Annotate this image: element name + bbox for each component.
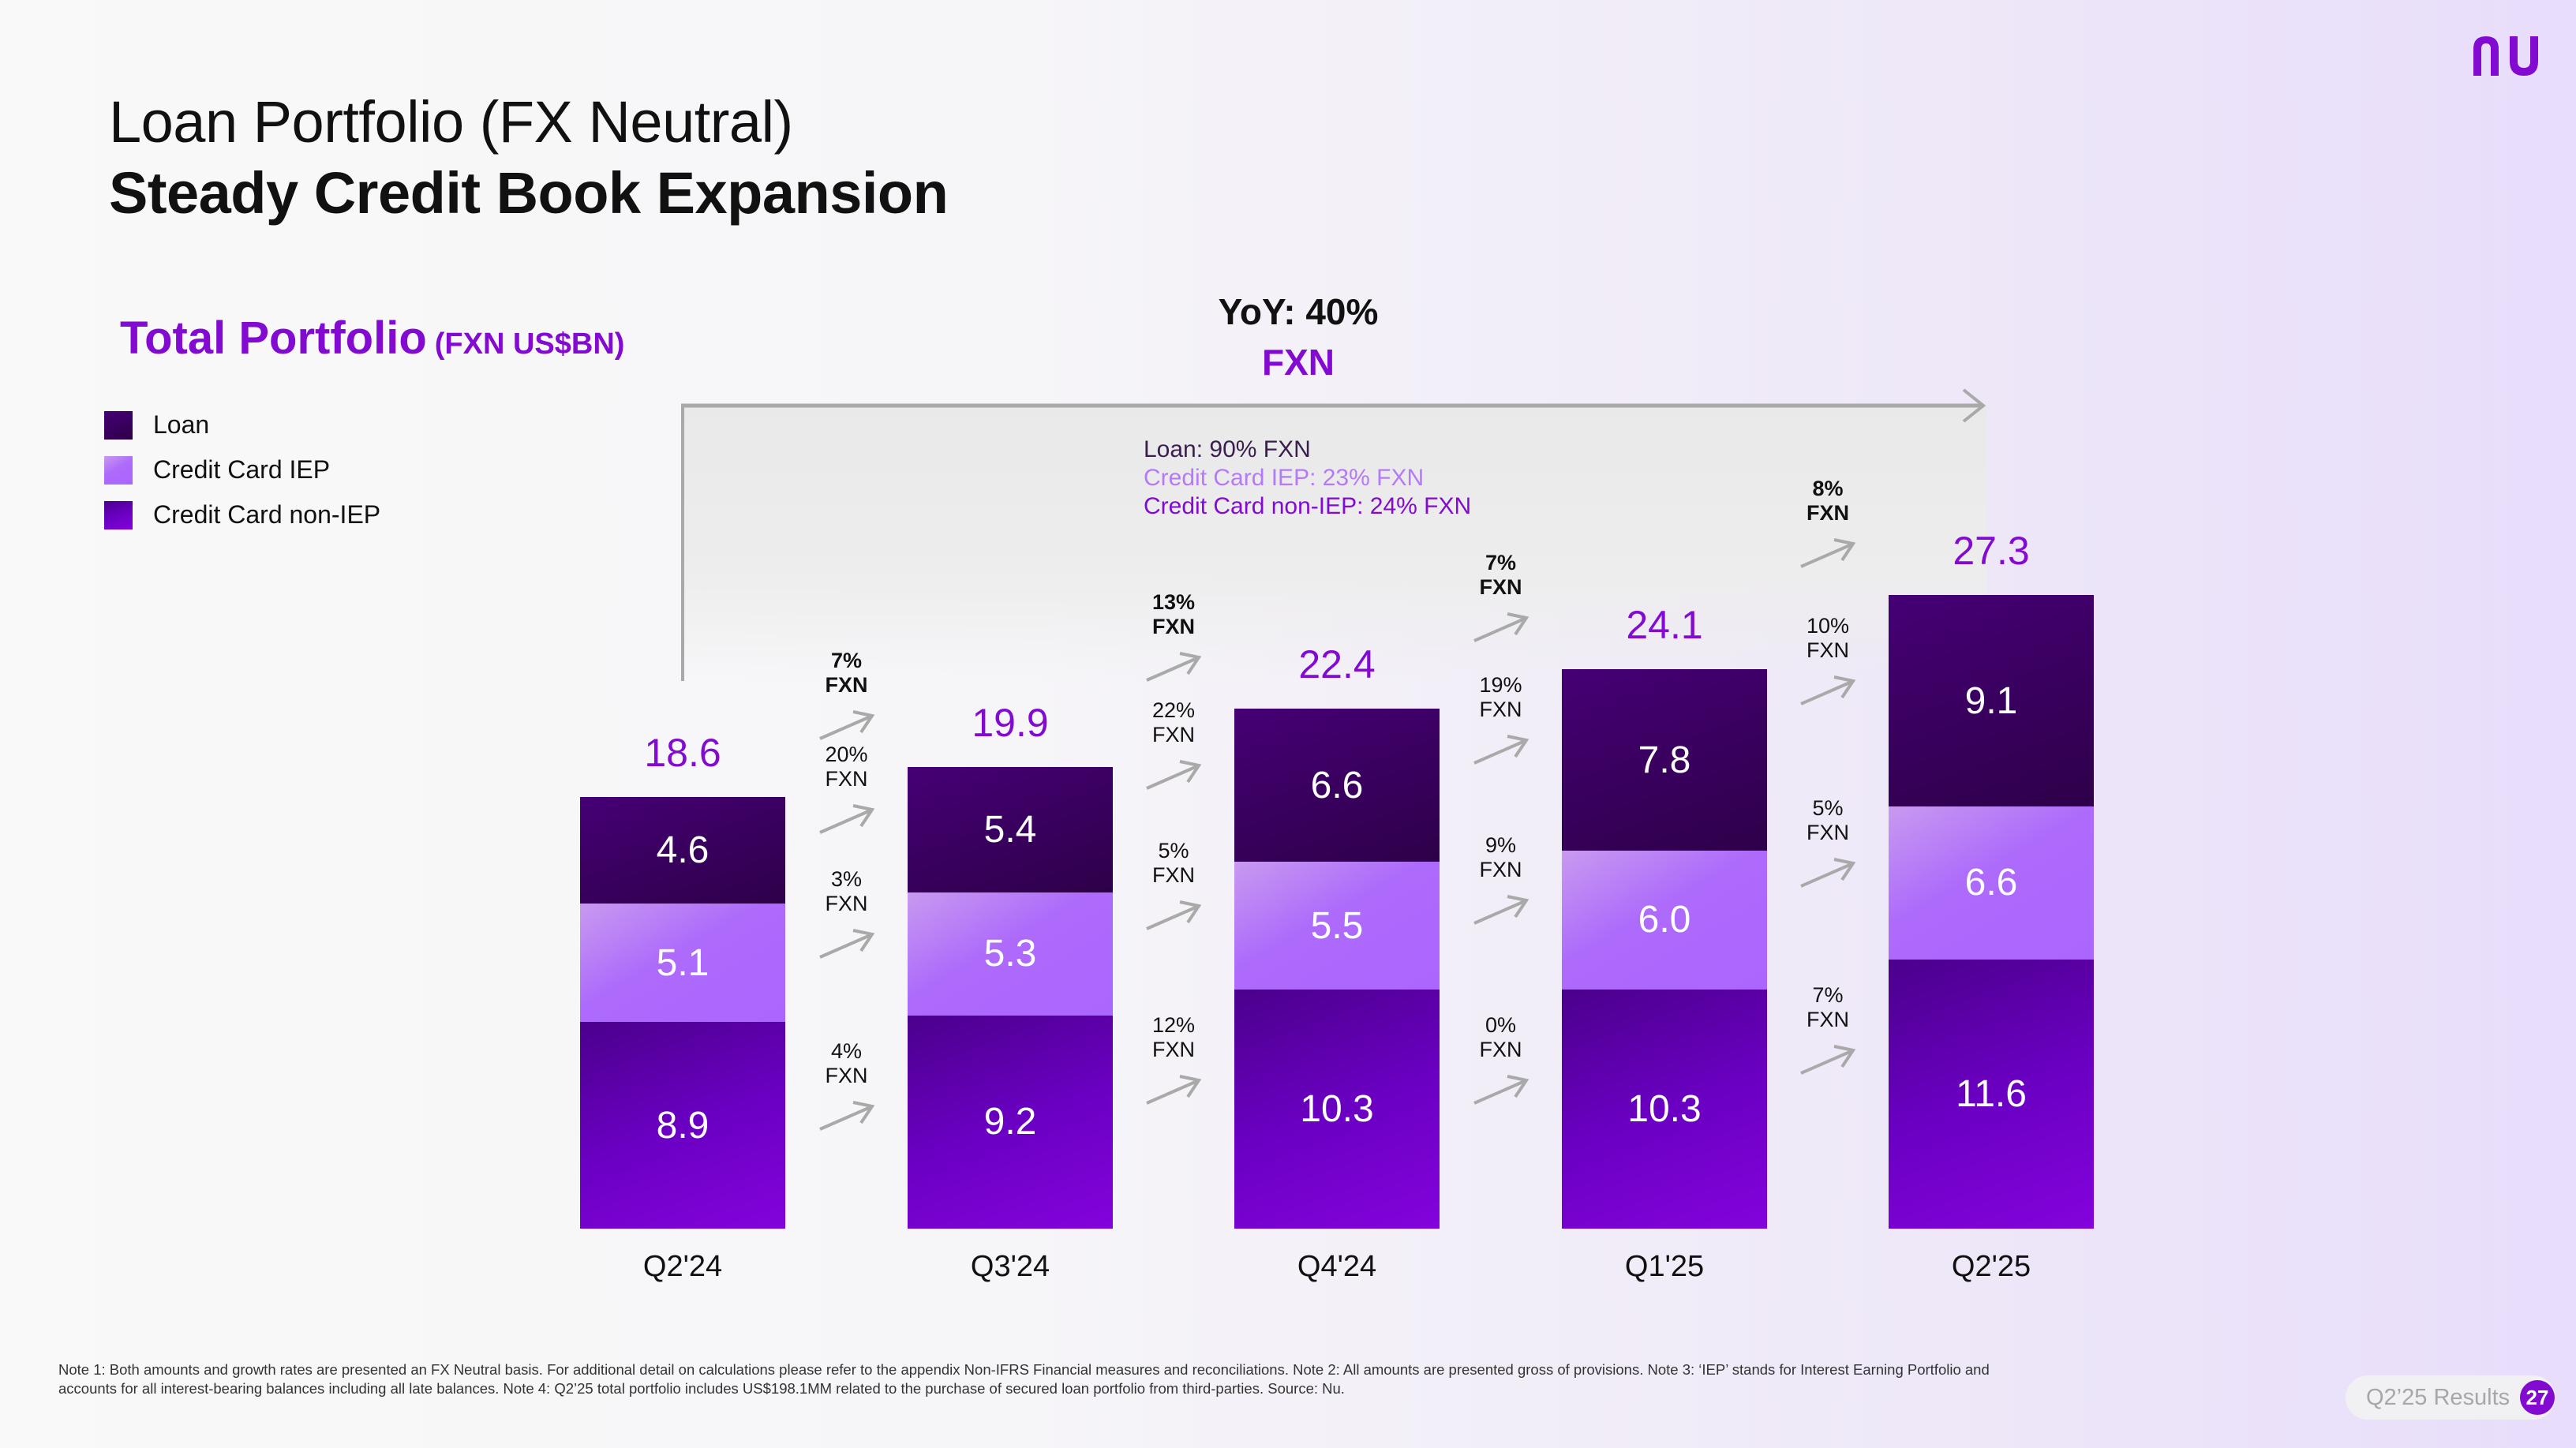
yoy-bracket-box (681, 405, 1986, 681)
growth-arrow-icon (1796, 671, 1859, 710)
bar-segment-credit-card-iep: 5.1 (580, 904, 785, 1023)
bar-segment-credit-card-iep: 5.5 (1234, 862, 1440, 990)
yoy-growth-callout: YoY: 40% FXN (1144, 290, 1452, 384)
growth-label-iep: 5% FXN (1807, 795, 1849, 844)
growth-label-loan: 19% FXN (1479, 673, 1522, 722)
chart-title-main: Total Portfolio (120, 312, 427, 364)
footnotes: Note 1: Both amounts and growth rates ar… (58, 1360, 2268, 1398)
bar-segment-loan: 4.6 (580, 797, 785, 904)
growth-label-loan: 20% FXN (825, 743, 868, 791)
yoy-growth-basis: FXN (1262, 342, 1335, 383)
growth-arrow-icon (1142, 1070, 1205, 1109)
growth-label-noniep: 0% FXN (1479, 1013, 1522, 1062)
legend-swatch-credit-card-non-iep (104, 500, 133, 529)
footnote-line: Note 1: Both amounts and growth rates ar… (58, 1361, 1990, 1378)
slide-subtitle: Steady Credit Book Expansion (109, 160, 949, 226)
growth-label-iep: 5% FXN (1152, 839, 1195, 888)
yoy-breakdown-credit-card-non-iep: Credit Card non-IEP: 24% FXN (1144, 493, 1472, 519)
slide-title: Loan Portfolio (FX Neutral) (109, 89, 793, 155)
bar-total-label: 27.3 (1953, 529, 2030, 574)
growth-label-noniep: 4% FXN (825, 1038, 868, 1087)
growth-arrow-icon (1470, 1070, 1533, 1109)
legend-item-loan: Loan (104, 402, 380, 447)
growth-arrow-icon (1796, 853, 1859, 892)
growth-label-iep: 3% FXN (825, 866, 868, 915)
bar-segment-credit-card-non-iep: 10.3 (1234, 990, 1440, 1229)
bar-segment-credit-card-non-iep: 10.3 (1562, 990, 1767, 1229)
yoy-breakdown-credit-card-iep: Credit Card IEP: 23% FXN (1144, 465, 1425, 491)
bar-total-label: 22.4 (1298, 642, 1376, 687)
growth-arrow-icon (815, 705, 878, 745)
growth-arrow-icon (815, 799, 878, 839)
bar-total-label: 18.6 (644, 731, 721, 776)
bar-segment-credit-card-iep: 6.0 (1562, 850, 1767, 990)
growth-label-iep: 9% FXN (1479, 833, 1522, 881)
growth-arrow-icon (1470, 890, 1533, 930)
legend-item-credit-card-iep: Credit Card IEP (104, 447, 380, 492)
footnote-line: accounts for all interest-bearing balanc… (58, 1380, 1345, 1397)
growth-label-total: 7% FXN (1479, 551, 1522, 600)
bar-segment-loan: 9.1 (1889, 595, 2094, 806)
results-label: Q2’25 Results (2366, 1385, 2510, 1410)
bar-segment-credit-card-non-iep: 8.9 (580, 1022, 785, 1229)
bar-segment-credit-card-iep: 6.6 (1889, 806, 2094, 960)
legend-swatch-credit-card-iep (104, 455, 133, 485)
chart-title-unit: (FXN US$BN) (434, 327, 625, 361)
chart-legend: Loan Credit Card IEP Credit Card non-IEP (104, 402, 380, 537)
x-axis-label: Q2'25 (1951, 1250, 2031, 1283)
growth-label-noniep: 7% FXN (1807, 982, 1849, 1031)
bar-segment-loan: 5.4 (908, 766, 1113, 892)
growth-arrow-icon (1142, 647, 1205, 687)
x-axis-label: Q3'24 (970, 1250, 1050, 1283)
growth-arrow-icon (1142, 896, 1205, 935)
x-axis-label: Q4'24 (1297, 1250, 1377, 1283)
growth-arrow-icon (1470, 730, 1533, 769)
bar-total-label: 24.1 (1626, 603, 1703, 648)
growth-label-loan: 22% FXN (1151, 698, 1196, 747)
chart-title: Total Portfolio (FXN US$BN) (120, 312, 624, 365)
bar-segment-loan: 7.8 (1562, 669, 1767, 851)
yoy-breakdown: Loan: 90% FXN Credit Card IEP: 23% FXN C… (1144, 436, 1471, 521)
growth-label-loan: 10% FXN (1806, 614, 1850, 663)
growth-arrow-icon (815, 1096, 878, 1136)
bar-segment-credit-card-iep: 5.3 (908, 892, 1113, 1016)
yoy-breakdown-loan: Loan: 90% FXN (1144, 436, 1311, 462)
nu-logo-icon (2473, 36, 2538, 76)
bar-total-label: 19.9 (972, 700, 1049, 745)
growth-arrow-icon (1142, 755, 1205, 795)
bar-segment-credit-card-non-iep: 11.6 (1889, 959, 2094, 1229)
x-axis-label: Q2'24 (642, 1250, 723, 1283)
yoy-arrow-icon (681, 388, 1986, 423)
growth-label-total: 8% FXN (1807, 477, 1849, 526)
legend-swatch-loan (104, 410, 133, 440)
growth-label-total: 13% FXN (1151, 590, 1196, 639)
growth-arrow-icon (815, 924, 878, 963)
bar-segment-credit-card-non-iep: 9.2 (908, 1015, 1113, 1229)
x-axis-label: Q1'25 (1624, 1250, 1705, 1283)
page-number-badge: 27 (2520, 1380, 2555, 1415)
yoy-growth-value: YoY: 40% (1218, 291, 1379, 332)
bar-segment-loan: 6.6 (1234, 709, 1440, 862)
growth-arrow-icon (1796, 533, 1859, 573)
legend-label: Loan (153, 410, 210, 439)
growth-label-total: 7% FXN (825, 648, 868, 697)
growth-arrow-icon (1470, 608, 1533, 647)
legend-item-credit-card-non-iep: Credit Card non-IEP (104, 492, 380, 537)
legend-label: Credit Card non-IEP (153, 500, 381, 529)
growth-label-noniep: 12% FXN (1151, 1013, 1196, 1062)
growth-arrow-icon (1796, 1040, 1859, 1079)
legend-label: Credit Card IEP (153, 455, 331, 484)
